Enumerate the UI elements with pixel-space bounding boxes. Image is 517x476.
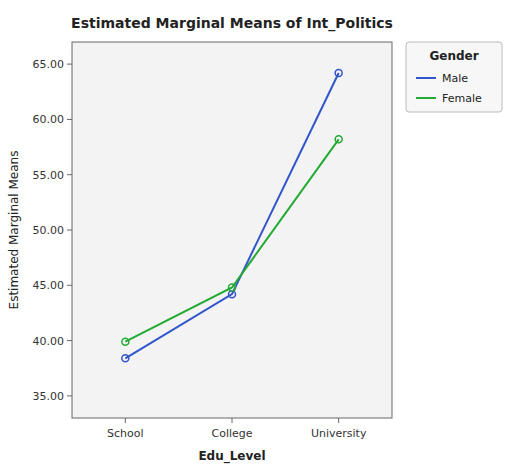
- series-group: [122, 69, 342, 361]
- y-tick-label: 65.00: [33, 58, 65, 71]
- y-tick-label: 55.00: [33, 169, 65, 182]
- y-tick: [67, 340, 72, 341]
- y-tick-label: 40.00: [33, 335, 65, 348]
- x-tick: [338, 418, 339, 423]
- point-marker: [335, 136, 342, 143]
- series-line: [125, 73, 338, 358]
- x-tick-label: University: [311, 427, 367, 440]
- title: Estimated Marginal Means of Int_Politics: [71, 15, 393, 32]
- y-tick: [67, 64, 72, 65]
- y-tick-label: 50.00: [33, 224, 65, 237]
- y-tick: [67, 285, 72, 286]
- series-line: [125, 139, 338, 341]
- y-tick-label: 60.00: [33, 113, 65, 126]
- legend-label: Male: [442, 72, 468, 85]
- plot-area: [72, 42, 392, 418]
- y-tick: [67, 395, 72, 396]
- point-marker: [229, 284, 236, 291]
- x-tick-label: School: [107, 427, 144, 440]
- x-tick-label: College: [211, 427, 252, 440]
- legend-title: Gender: [429, 49, 478, 63]
- point-marker: [122, 338, 129, 345]
- x-axis-label: Edu_Level: [198, 449, 265, 464]
- y-tick-label: 35.00: [33, 390, 65, 403]
- y-tick: [67, 230, 72, 231]
- y-tick-label: 45.00: [33, 279, 65, 292]
- x-tick: [125, 418, 126, 423]
- point-marker: [335, 69, 342, 76]
- y-tick: [67, 119, 72, 120]
- y-axis-label: Estimated Marginal Means: [7, 151, 21, 310]
- y-tick: [67, 174, 72, 175]
- legend-label: Female: [442, 92, 482, 105]
- legend: Gender Male Female: [406, 42, 502, 112]
- chart: 35.00 40.00 45.00 50.00 55.00 60.00 65.00 Schoo…: [0, 0, 517, 476]
- legend-swatch: [416, 97, 436, 99]
- x-tick: [232, 418, 233, 423]
- legend-box: [406, 42, 502, 112]
- legend-swatch: [416, 77, 436, 79]
- point-marker: [122, 355, 129, 362]
